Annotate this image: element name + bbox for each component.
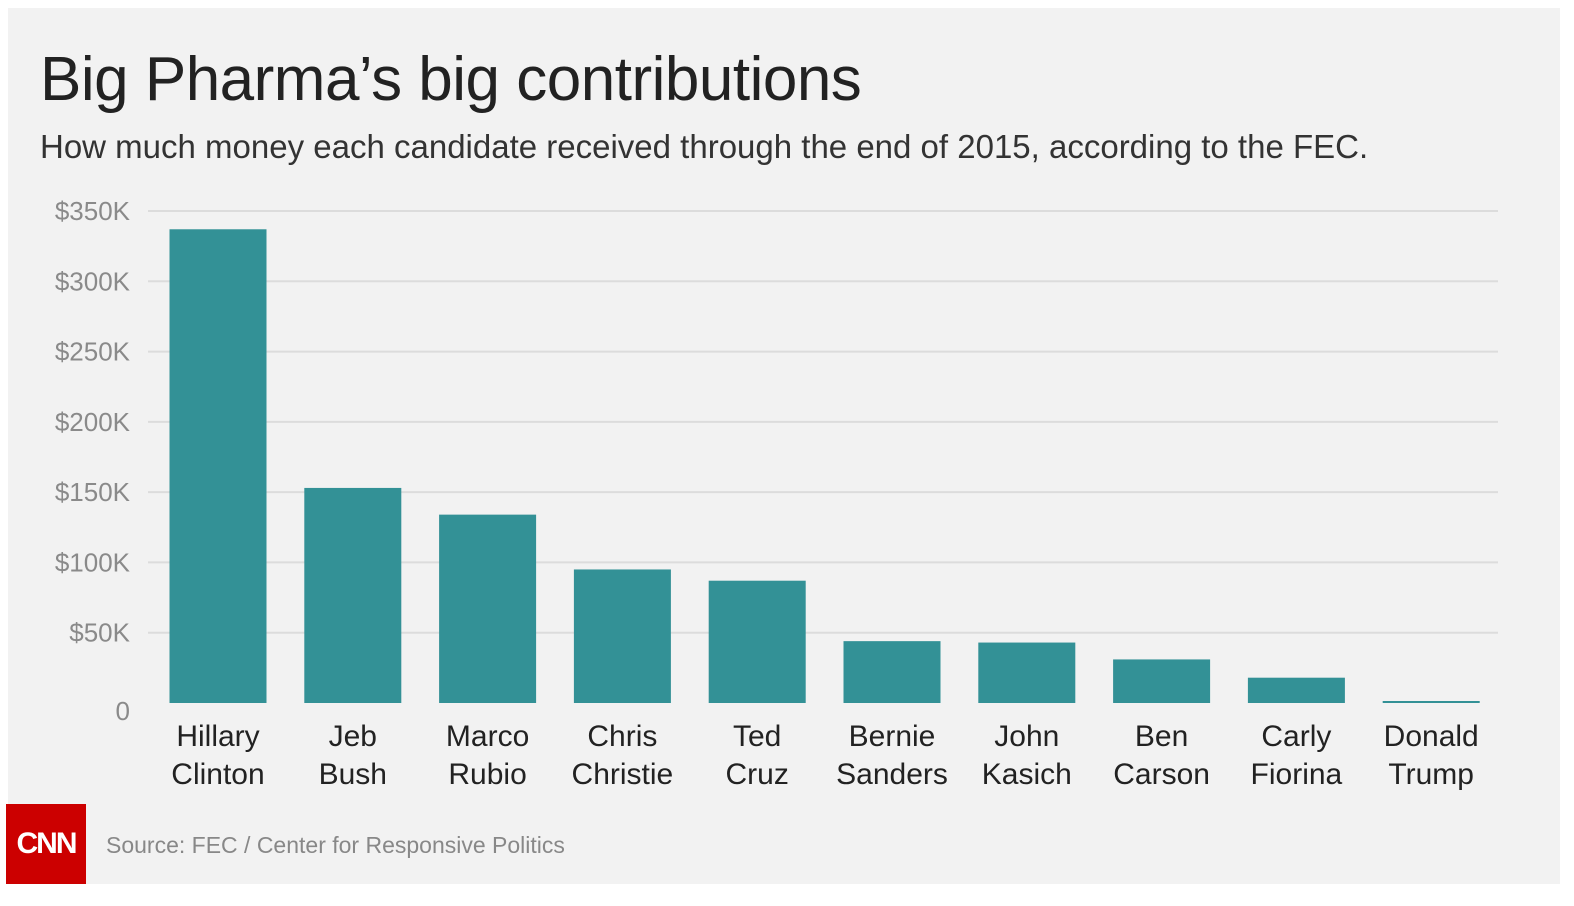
category-label: Bernie [849, 720, 936, 753]
bars [169, 229, 1480, 703]
category-label: Clinton [171, 758, 264, 791]
chart-card [8, 8, 1560, 884]
category-label: Carly [1261, 720, 1331, 753]
y-tick-label: $250K [55, 337, 131, 367]
category-label: Trump [1388, 758, 1474, 791]
source-note: Source: FEC / Center for Responsive Poli… [106, 832, 565, 858]
bar [1382, 701, 1480, 703]
category-label: Bush [319, 758, 387, 791]
category-label: Marco [446, 720, 529, 753]
y-tick-label: $150K [55, 477, 131, 507]
category-label: Chris [587, 720, 657, 753]
y-tick-labels: 0 $50K $100K $150K $200K $250K $300K $350K [55, 196, 131, 726]
category-label: Fiorina [1251, 758, 1343, 791]
chart-title: Big Pharma’s big contributions [40, 45, 862, 114]
category-label: Hillary [176, 720, 259, 753]
category-label: Ben [1135, 720, 1188, 753]
y-tick-label: $300K [55, 266, 131, 296]
category-label: Carson [1113, 758, 1210, 791]
bar [169, 229, 267, 703]
y-tick-label: $350K [55, 196, 131, 226]
category-label: Cruz [726, 758, 789, 791]
bar [1247, 677, 1345, 703]
bar [439, 514, 537, 703]
y-tick-label: 0 [116, 696, 130, 726]
category-label: Christie [572, 758, 674, 791]
chart-subtitle: How much money each candidate received t… [40, 128, 1369, 165]
bar [843, 641, 941, 703]
category-label: Sanders [836, 758, 948, 791]
category-labels: Hillary Clinton Jeb Bush Marco Rubio Chris Chri… [171, 720, 1478, 791]
category-label: John [994, 720, 1059, 753]
bar [978, 642, 1076, 703]
bar [304, 487, 402, 703]
category-label: Donald [1384, 720, 1479, 753]
category-label: Jeb [329, 720, 377, 753]
bar [573, 569, 671, 703]
y-tick-label: $50K [69, 618, 130, 648]
y-tick-label: $100K [55, 547, 131, 577]
category-label: Kasich [982, 758, 1072, 791]
category-label: Rubio [448, 758, 526, 791]
bar [1113, 659, 1211, 703]
cnn-logo: CNN [6, 804, 86, 884]
bar [708, 580, 806, 703]
y-tick-label: $200K [55, 407, 131, 437]
category-label: Ted [733, 720, 781, 753]
